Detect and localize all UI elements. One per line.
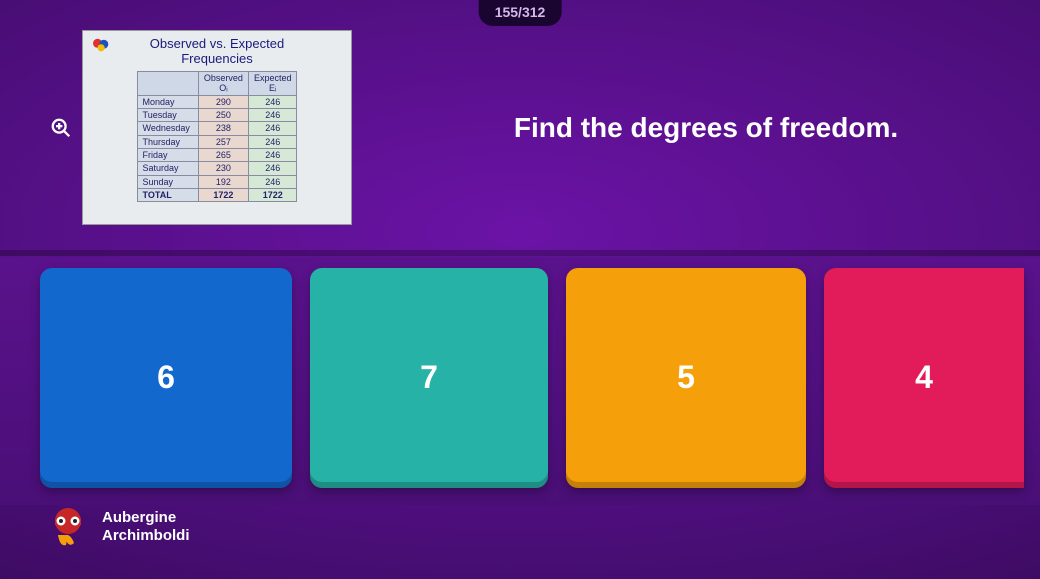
row-label: Tuesday xyxy=(137,108,198,121)
total-expected: 1722 xyxy=(248,188,297,201)
answer-option-2[interactable]: 5 xyxy=(566,268,806,488)
observed-cell: 290 xyxy=(198,95,248,108)
row-label: Sunday xyxy=(137,175,198,188)
row-label: Monday xyxy=(137,95,198,108)
observed-cell: 192 xyxy=(198,175,248,188)
frequency-table: Observed Oᵢ Expected Eᵢ Monday290246Tues… xyxy=(137,71,298,202)
table-total-row: TOTAL17221722 xyxy=(137,188,297,201)
answer-option-1[interactable]: 7 xyxy=(310,268,548,488)
table-header: Expected Eᵢ xyxy=(248,71,297,95)
answer-option-0[interactable]: 6 xyxy=(40,268,292,488)
slide-container: Observed vs. Expected Frequencies Observ… xyxy=(50,30,352,225)
row-label: Wednesday xyxy=(137,122,198,135)
table-row: Saturday230246 xyxy=(137,162,297,175)
question-image[interactable]: Observed vs. Expected Frequencies Observ… xyxy=(82,30,352,225)
table-row: Tuesday250246 xyxy=(137,108,297,121)
player-name-line1: Aubergine xyxy=(102,509,176,526)
row-label: Friday xyxy=(137,148,198,161)
row-label: Thursday xyxy=(137,135,198,148)
question-text: Find the degrees of freedom. xyxy=(514,112,898,144)
table-row: Sunday192246 xyxy=(137,175,297,188)
table-row: Friday265246 xyxy=(137,148,297,161)
quiz-screen: 155/312 Observed vs. Expected xyxy=(0,0,1040,579)
total-observed: 1722 xyxy=(198,188,248,201)
answer-label: 5 xyxy=(677,359,695,396)
row-label: Saturday xyxy=(137,162,198,175)
expected-cell: 246 xyxy=(248,162,297,175)
player-avatar xyxy=(46,505,90,549)
table-row: Thursday257246 xyxy=(137,135,297,148)
table-header xyxy=(137,71,198,95)
expected-cell: 246 xyxy=(248,108,297,121)
table-header: Observed Oᵢ xyxy=(198,71,248,95)
observed-cell: 257 xyxy=(198,135,248,148)
observed-cell: 265 xyxy=(198,148,248,161)
balloon-icon xyxy=(91,37,113,55)
observed-cell: 238 xyxy=(198,122,248,135)
expected-cell: 246 xyxy=(248,122,297,135)
slide-title-line2: Frequencies xyxy=(181,51,253,66)
question-text-wrap: Find the degrees of freedom. xyxy=(352,112,1030,144)
table-row: Monday290246 xyxy=(137,95,297,108)
progress-text: 155/312 xyxy=(495,4,546,20)
total-label: TOTAL xyxy=(137,188,198,201)
answer-label: 6 xyxy=(157,359,175,396)
answer-label: 4 xyxy=(915,359,933,396)
table-row: Wednesday238246 xyxy=(137,122,297,135)
expected-cell: 246 xyxy=(248,135,297,148)
observed-cell: 250 xyxy=(198,108,248,121)
zoom-in-icon[interactable] xyxy=(50,117,72,139)
question-area: Observed vs. Expected Frequencies Observ… xyxy=(50,20,1030,235)
player-footer: Aubergine Archimboldi xyxy=(46,505,190,549)
answer-label: 7 xyxy=(420,359,438,396)
player-name-line2: Archimboldi xyxy=(102,527,190,544)
slide-title: Observed vs. Expected Frequencies xyxy=(150,37,284,67)
slide-title-line1: Observed vs. Expected xyxy=(150,36,284,51)
observed-cell: 230 xyxy=(198,162,248,175)
answers-bar: 6 7 5 4 xyxy=(0,250,1040,505)
expected-cell: 246 xyxy=(248,95,297,108)
answer-option-3[interactable]: 4 xyxy=(824,268,1024,488)
player-name: Aubergine Archimboldi xyxy=(102,509,190,545)
expected-cell: 246 xyxy=(248,148,297,161)
expected-cell: 246 xyxy=(248,175,297,188)
